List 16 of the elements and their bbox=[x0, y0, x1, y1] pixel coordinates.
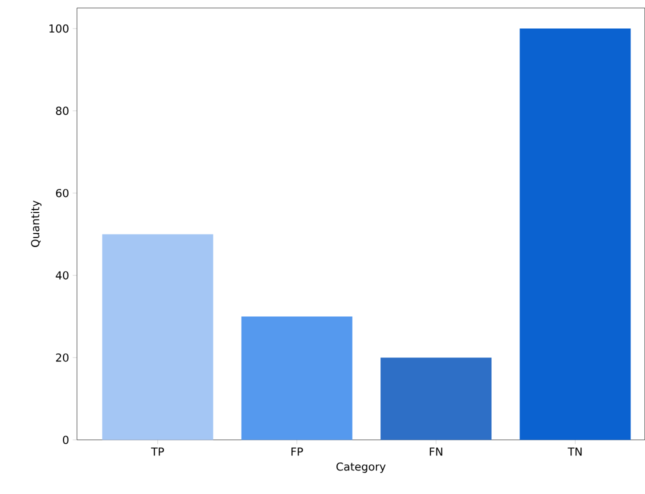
bar bbox=[241, 316, 352, 440]
bar bbox=[380, 358, 492, 440]
x-tick-label: TP bbox=[151, 448, 164, 456]
x-tick-label: TN bbox=[568, 448, 582, 456]
y-tick-label: 100 bbox=[50, 24, 68, 33]
y-tick-label: 0 bbox=[62, 436, 68, 444]
bar bbox=[520, 28, 631, 440]
y-tick-label: 60 bbox=[56, 189, 68, 198]
x-tick-label: FN bbox=[430, 448, 442, 456]
y-tick-label: 80 bbox=[56, 106, 68, 116]
y-axis-title: Quantity bbox=[30, 200, 42, 248]
y-tick-label: 20 bbox=[56, 354, 68, 362]
x-axis-title: Category bbox=[336, 462, 386, 473]
y-tick-label: 40 bbox=[56, 271, 68, 280]
bar bbox=[102, 234, 214, 440]
x-tick-label: FP bbox=[291, 448, 303, 456]
